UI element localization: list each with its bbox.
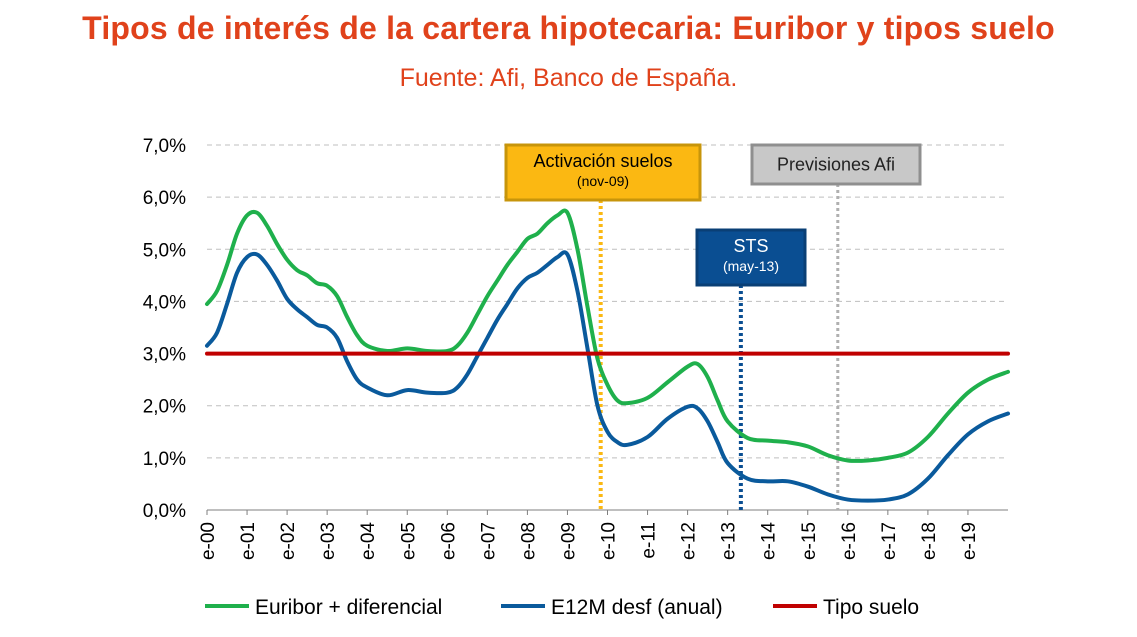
y-tick-label: 0,0% — [143, 501, 186, 522]
x-tick-label: e-06 — [438, 522, 459, 560]
legend-euribor: Euribor + diferencial — [205, 596, 442, 619]
x-tick-label: e-05 — [398, 522, 419, 560]
x-tick-label: e-18 — [919, 522, 940, 560]
x-tick-label: e-15 — [799, 522, 820, 560]
y-tick-label: 3,0% — [143, 345, 186, 366]
legend-label: Euribor + diferencial — [255, 596, 442, 619]
legend-label: E12M desf (anual) — [551, 596, 723, 619]
activacion-box-subtitle: (nov-09) — [577, 173, 629, 189]
previsiones-box: Previsiones Afi — [750, 143, 922, 186]
sts-box-bg — [695, 228, 807, 287]
x-tick-label: e-01 — [238, 522, 259, 560]
annotation-boxes: Activación suelos (nov-09) STS (may-13) Prev… — [504, 143, 922, 287]
x-tick-label: e-04 — [358, 522, 379, 560]
activacion-box-title: Activación suelos — [533, 151, 672, 171]
previsiones-box-bg — [750, 143, 922, 186]
x-tick-label: e-09 — [558, 522, 579, 560]
y-tick-label: 1,0% — [143, 449, 186, 470]
x-tick-label: e-12 — [679, 522, 700, 560]
y-tick-label: 5,0% — [143, 240, 186, 261]
legend: Euribor + diferencial E12M desf (anual) Ti… — [205, 596, 919, 619]
y-tick-label: 4,0% — [143, 292, 186, 313]
series-lines — [205, 208, 1010, 503]
x-axis: e-00 e-01 e-02 e-03 e-04 e-05 e-06 e-07 e-08 e-09… — [198, 509, 1008, 560]
page-title: Tipos de interés de la cartera hipotecar… — [82, 10, 1055, 46]
sts-box: STS (may-13) — [695, 228, 807, 287]
x-tick-label: e-10 — [599, 522, 620, 560]
y-tick-label: 2,0% — [143, 397, 186, 418]
legend-e12m: E12M desf (anual) — [501, 596, 723, 619]
x-tick-label: e-07 — [478, 522, 499, 560]
sts-box-subtitle: (may-13) — [723, 258, 779, 274]
annotation-lines — [598, 184, 840, 510]
y-tick-label: 6,0% — [143, 188, 186, 209]
x-tick-label: e-17 — [879, 522, 900, 560]
page-subtitle: Fuente: Afi, Banco de España. — [399, 64, 738, 92]
x-tick-label: e-16 — [839, 522, 860, 560]
e12m-line — [205, 250, 1010, 503]
legend-label: Tipo suelo — [823, 596, 919, 619]
x-tick-label: e-00 — [198, 522, 219, 560]
activacion-box: Activación suelos (nov-09) — [504, 143, 702, 202]
x-tick-label: e-08 — [518, 522, 539, 560]
y-tick-label: 7,0% — [143, 136, 186, 157]
x-tick-label: e-19 — [959, 522, 980, 560]
y-axis: 0,0% 1,0% 2,0% 3,0% 4,0% 5,0% 6,0% 7,0% — [143, 136, 186, 522]
x-tick-label: e-14 — [759, 522, 780, 560]
sts-box-title: STS — [733, 236, 768, 256]
legend-tipo-suelo: Tipo suelo — [773, 596, 919, 619]
x-tick-label: e-02 — [278, 522, 299, 560]
x-tick-label: e-11 — [639, 522, 660, 559]
previsiones-box-title: Previsiones Afi — [777, 155, 895, 175]
x-tick-label: e-03 — [318, 522, 339, 560]
x-tick-label: e-13 — [719, 522, 740, 560]
activacion-box-bg — [504, 143, 702, 202]
euribor-line — [205, 208, 1010, 463]
